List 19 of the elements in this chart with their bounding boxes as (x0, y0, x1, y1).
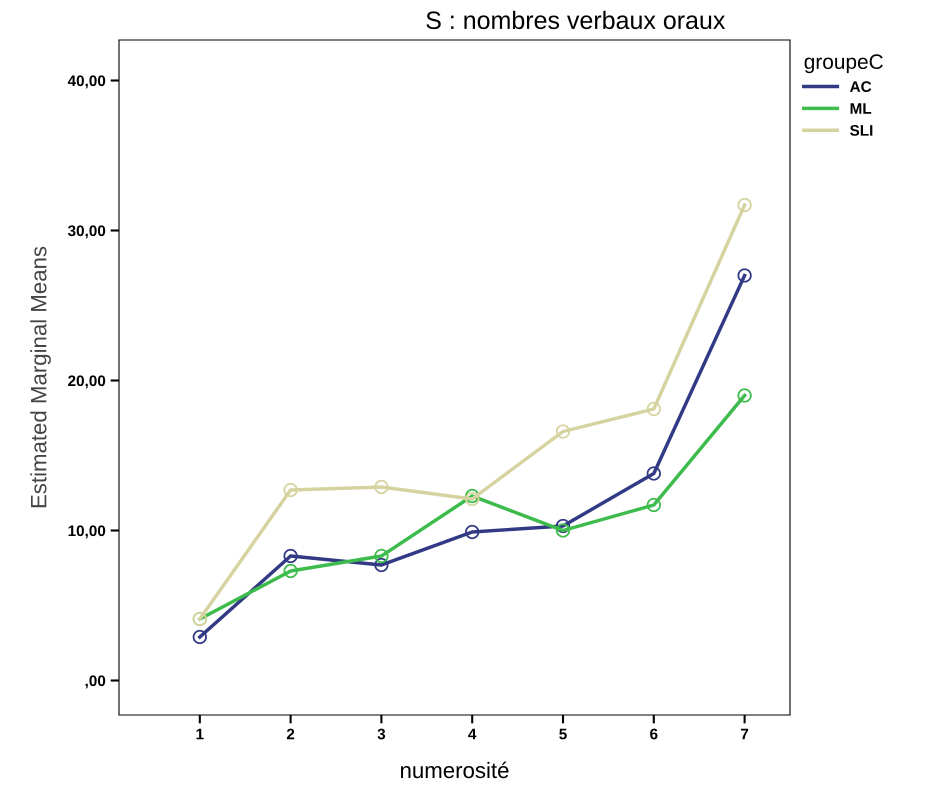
chart-title: S : nombres verbaux oraux (426, 10, 726, 30)
legend-label: ML (850, 103, 872, 114)
x-tick-label: 5 (559, 728, 567, 740)
y-axis-title: Estimated Marginal Means (30, 246, 51, 508)
legend-label: AC (850, 81, 872, 92)
y-tick-label: 40,00 (68, 75, 106, 88)
x-tick-label: 6 (650, 728, 658, 740)
x-tick-label: 1 (196, 728, 204, 740)
x-tick-label: 2 (286, 728, 294, 740)
x-tick-label: 4 (468, 728, 476, 740)
legend-title: groupeC (804, 54, 883, 74)
y-tick-label: 30,00 (68, 225, 106, 238)
x-axis-title: numerosité (401, 762, 508, 778)
y-tick-label: ,00 (86, 675, 106, 688)
x-tick-label: 3 (378, 728, 386, 740)
x-tick-label: 7 (741, 728, 748, 740)
y-tick-label: 10,00 (68, 525, 106, 538)
y-tick-label: 20,00 (68, 375, 106, 388)
legend-label: SLI (850, 124, 872, 136)
